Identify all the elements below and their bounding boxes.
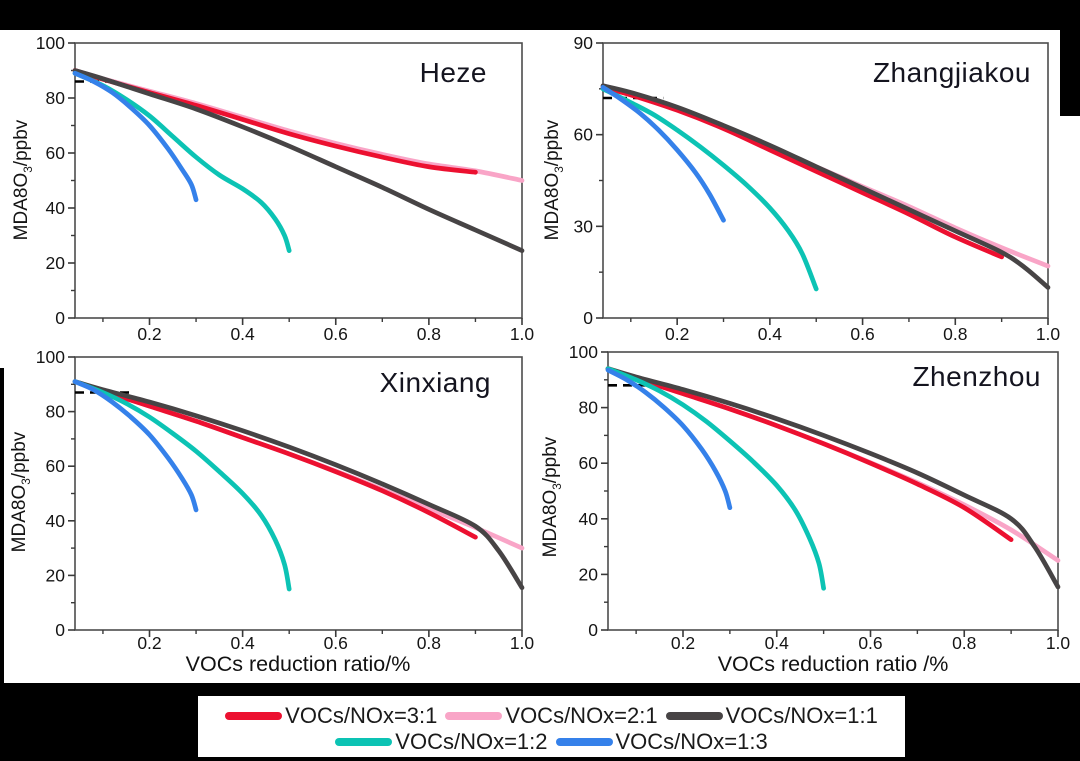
legend-label: VOCs/NOx=1:2 xyxy=(395,728,548,754)
panel-chart-zhangjiakou: 0.2 0.4 0.6 0.8 1.0 0 30 60 90 xyxy=(574,33,1061,344)
legend-item: VOCs/NOx=1:2 xyxy=(335,728,548,755)
series-curve-vocs-nox-1-3 xyxy=(72,70,199,203)
series-curve-vocs-nox-1-2 xyxy=(605,366,826,591)
x-axis-tick-label: 0.4 xyxy=(230,324,255,344)
y-axis-tick-label: 0 xyxy=(583,308,593,328)
x-axis-tick-label: 1.0 xyxy=(510,324,535,344)
y-axis-tick-label: 30 xyxy=(574,216,594,236)
series-curve-vocs-nox-3-1 xyxy=(605,366,1014,542)
legend-line-blue-icon xyxy=(555,737,613,746)
x-axis-tick-label: 1.0 xyxy=(1046,633,1071,653)
series-curve-vocs-nox-1-1 xyxy=(600,83,1051,290)
panel-title-zhenzhou: Zhenzhou xyxy=(912,361,1041,392)
x-axis-tick-label: 0.4 xyxy=(758,324,783,344)
legend-label: VOCs/NOx=1:3 xyxy=(615,728,768,754)
panel-chart-heze: 0.2 0.4 0.6 0.8 1.0 0 20 40 60 80 100 xyxy=(36,33,535,344)
left-edge-black-bar xyxy=(0,368,4,683)
series-curve-vocs-nox-1-3 xyxy=(72,379,199,513)
y-axis-tick-label: 20 xyxy=(46,565,66,585)
y-axis-tick-label: 40 xyxy=(46,198,66,218)
panel-chart-zhenzhou: 0.2 0.4 0.6 0.8 1.0 0 20 40 60 80 100 xyxy=(569,342,1071,653)
y-axis-tick-label: 20 xyxy=(46,253,66,273)
y-axis-tick-label: 80 xyxy=(46,88,66,108)
x-axis-tick-label: 0.8 xyxy=(417,633,441,653)
y-axis-tick-label: 40 xyxy=(46,511,66,531)
panel-title-heze: Heze xyxy=(419,57,487,88)
x-axis-tick-label: 0.2 xyxy=(137,324,161,344)
series-curve-vocs-nox-1-2 xyxy=(72,379,292,592)
y-axis-tick-label: 0 xyxy=(588,620,598,640)
y-axis-tick-label: 0 xyxy=(55,620,65,640)
legend-line-pink-icon xyxy=(445,711,503,720)
series-curve-vocs-nox-1-2 xyxy=(600,86,819,292)
series-curve-vocs-nox-1-3 xyxy=(600,84,726,223)
legend-label: VOCs/NOx=2:1 xyxy=(505,702,658,728)
legend: VOCs/NOx=3:1 VOCs/NOx=2:1 VOCs/NOx=1:1 V… xyxy=(198,696,905,757)
series-curve-vocs-nox-1-1 xyxy=(72,379,525,591)
legend-item: VOCs/NOx=3:1 xyxy=(225,703,437,729)
x-axis-tick-label: 0.2 xyxy=(137,633,161,653)
y-axis-tick-label: 100 xyxy=(569,342,598,362)
legend-item: VOCs/NOx=2:1 xyxy=(445,702,658,729)
x-axis-tick-label: 1.0 xyxy=(1036,324,1061,344)
x-axis-tick-label: 0.8 xyxy=(417,324,441,344)
panel-title-xinxiang: Xinxiang xyxy=(379,367,491,398)
series-curve-vocs-nox-1-3 xyxy=(605,367,733,511)
panel-chart-xinxiang: 0.2 0.4 0.6 0.8 1.0 0 20 40 60 80 100 xyxy=(36,347,535,653)
series-curve-vocs-nox-3-1 xyxy=(600,84,1004,260)
plot-frame xyxy=(602,42,1049,319)
series-curve-vocs-nox-1-1 xyxy=(72,68,525,253)
plot-frame xyxy=(74,42,523,319)
x-axis-tick-label: 0.4 xyxy=(765,633,790,653)
y-axis-tick-label: 40 xyxy=(579,509,599,529)
top-right-black-bar xyxy=(1060,0,1080,116)
y-axis-tick-label: 20 xyxy=(579,564,599,584)
y-axis-tick-label: 0 xyxy=(55,308,65,328)
x-axis-tick-label: 0.8 xyxy=(943,324,967,344)
y-axis-tick-label: 100 xyxy=(36,33,65,53)
x-axis-tick-label: 0.8 xyxy=(952,633,976,653)
legend-label: VOCs/NOx=3:1 xyxy=(285,702,438,728)
y-axis-tick-label: 60 xyxy=(46,143,66,163)
legend-row: VOCs/NOx=3:1 VOCs/NOx=2:1 VOCs/NOx=1:1 xyxy=(221,703,882,729)
series-curve-vocs-nox-2-1 xyxy=(72,68,525,183)
panel-title-zhangjiakou: Zhangjiakou xyxy=(872,57,1031,88)
x-axis-tick-label: 0.6 xyxy=(324,324,348,344)
series-curve-vocs-nox-1-2 xyxy=(72,70,292,253)
y-axis-tick-label: 100 xyxy=(36,347,65,367)
y-axis-tick-label: 60 xyxy=(574,125,594,145)
x-axis-tick-label: 0.2 xyxy=(665,324,689,344)
legend-item: VOCs/NOx=1:1 xyxy=(665,702,878,729)
legend-item: VOCs/NOx=1:3 xyxy=(555,728,768,755)
y-axis-tick-label: 80 xyxy=(46,402,66,422)
x-axis-tick-label: 0.2 xyxy=(671,633,695,653)
x-axis-tick-label: 0.6 xyxy=(850,324,874,344)
x-axis-label: VOCs reduction ratio/% xyxy=(185,652,411,676)
legend-label: VOCs/NOx=1:1 xyxy=(725,702,878,728)
legend-row: VOCs/NOx=1:2 VOCs/NOx=1:3 xyxy=(331,729,771,755)
x-axis-label: VOCs reduction ratio /% xyxy=(717,652,949,676)
series-curve-vocs-nox-3-1 xyxy=(72,379,478,540)
legend-line-teal-icon xyxy=(335,737,393,746)
x-axis-tick-label: 0.4 xyxy=(230,633,255,653)
y-axis-tick-label: 90 xyxy=(574,33,594,53)
y-axis-tick-label: 80 xyxy=(579,398,599,418)
series-curve-vocs-nox-1-1 xyxy=(605,366,1061,590)
y-axis-tick-label: 60 xyxy=(46,456,66,476)
x-axis-tick-label: 0.6 xyxy=(324,633,348,653)
series-curve-vocs-nox-2-1 xyxy=(72,379,525,551)
x-axis-tick-label: 0.6 xyxy=(858,633,882,653)
legend-line-red-icon xyxy=(225,711,283,720)
legend-line-dark-icon xyxy=(665,711,723,720)
x-axis-tick-label: 1.0 xyxy=(510,633,535,653)
y-axis-tick-label: 60 xyxy=(579,453,599,473)
